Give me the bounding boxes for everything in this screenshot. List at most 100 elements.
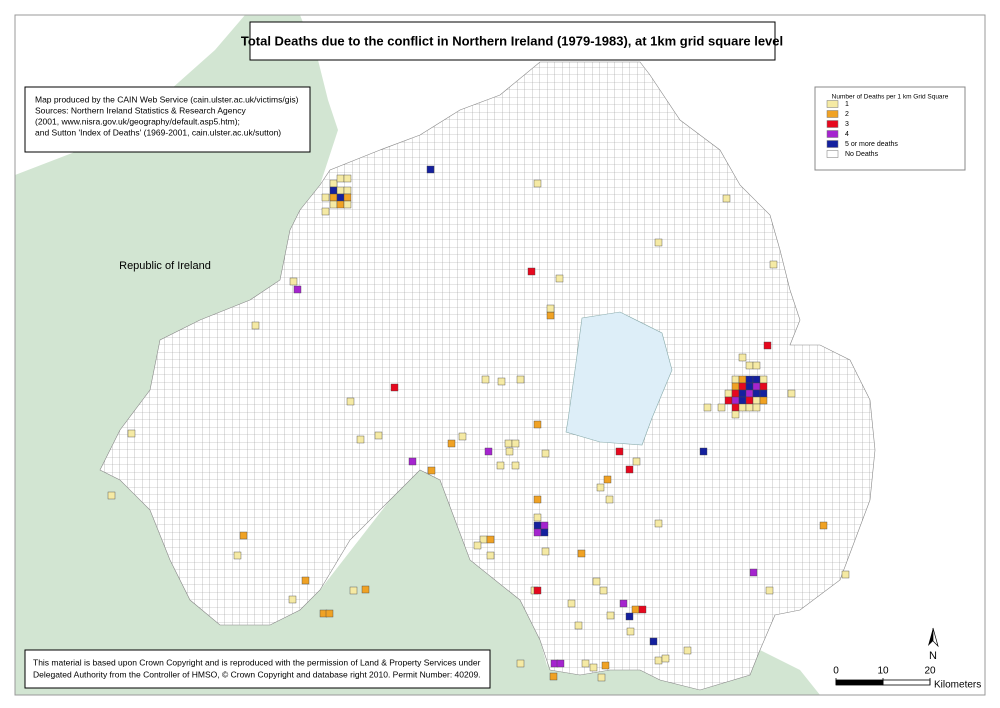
- death-square: [349, 586, 358, 595]
- death-square: [527, 267, 536, 276]
- death-square: [787, 389, 796, 398]
- death-square: [738, 403, 747, 412]
- death-square: [752, 389, 761, 398]
- death-square: [408, 457, 417, 466]
- death-square: [745, 382, 754, 391]
- info-line: Map produced by the CAIN Web Service (ca…: [35, 94, 299, 104]
- death-square: [343, 193, 352, 202]
- death-square: [841, 570, 850, 579]
- death-square: [625, 612, 634, 621]
- death-square: [631, 605, 640, 614]
- death-square: [473, 541, 482, 550]
- death-square: [541, 547, 550, 556]
- death-square: [592, 577, 601, 586]
- death-square: [486, 551, 495, 560]
- scale-tick-label: 10: [877, 666, 889, 677]
- death-square: [603, 475, 612, 484]
- info-line: (2001, www.nisra.gov.uk/geography/defaul…: [35, 116, 240, 126]
- legend-swatch: [826, 140, 839, 148]
- death-square: [549, 672, 558, 681]
- scale-unit: Kilometers: [934, 680, 981, 691]
- death-square: [390, 383, 399, 392]
- death-square: [533, 521, 542, 530]
- death-square: [763, 341, 772, 350]
- death-square: [336, 174, 345, 183]
- death-square: [738, 389, 747, 398]
- death-square: [301, 576, 310, 585]
- death-square: [752, 396, 761, 405]
- death-square: [625, 465, 634, 474]
- death-square: [567, 599, 576, 608]
- death-square: [752, 375, 761, 384]
- death-square: [251, 321, 260, 330]
- death-square: [581, 659, 590, 668]
- death-square: [731, 375, 740, 384]
- death-square: [343, 186, 352, 195]
- death-square: [769, 260, 778, 269]
- legend-label: 4: [845, 131, 849, 138]
- death-square: [819, 521, 828, 530]
- death-square: [541, 449, 550, 458]
- death-square: [731, 396, 740, 405]
- death-square: [293, 285, 302, 294]
- death-square: [745, 389, 754, 398]
- death-square: [589, 663, 598, 672]
- death-square: [336, 200, 345, 209]
- death-square: [511, 439, 520, 448]
- legend-swatch: [826, 120, 839, 128]
- death-square: [724, 396, 733, 405]
- death-square: [533, 420, 542, 429]
- map-frame: [14, 14, 986, 696]
- death-square: [321, 207, 330, 216]
- scale-segment: [882, 679, 931, 686]
- death-square: [745, 361, 754, 370]
- legend-swatch: [826, 130, 839, 138]
- death-square: [533, 513, 542, 522]
- death-square: [233, 551, 242, 560]
- death-square: [504, 439, 513, 448]
- death-square: [722, 194, 731, 203]
- death-square: [724, 389, 733, 398]
- death-square: [336, 193, 345, 202]
- scale-tick-label: 20: [924, 666, 936, 677]
- death-square: [540, 528, 549, 537]
- death-square: [361, 585, 370, 594]
- death-square: [336, 186, 345, 195]
- death-square: [615, 447, 624, 456]
- death-square: [745, 396, 754, 405]
- info-line: and Sutton 'Index of Deaths' (1969-2001,…: [35, 127, 281, 137]
- death-square: [427, 466, 436, 475]
- legend-label: No Deaths: [845, 151, 879, 158]
- death-square: [329, 179, 338, 188]
- legend-swatch: [826, 100, 839, 108]
- death-square: [752, 361, 761, 370]
- death-square: [426, 165, 435, 174]
- copyright-line: This material is based upon Crown Copyri…: [33, 657, 481, 667]
- title: Total Deaths due to the conflict in Nort…: [241, 33, 783, 48]
- legend-label: 1: [845, 101, 849, 108]
- death-square: [738, 396, 747, 405]
- death-square: [731, 410, 740, 419]
- death-square: [759, 382, 768, 391]
- death-square: [759, 375, 768, 384]
- death-square: [759, 396, 768, 405]
- legend-label: 2: [845, 111, 849, 118]
- death-square: [632, 457, 641, 466]
- death-square: [288, 595, 297, 604]
- death-square: [540, 521, 549, 530]
- death-square: [239, 531, 248, 540]
- death-square: [654, 238, 663, 247]
- death-square: [738, 382, 747, 391]
- info-text: Map produced by the CAIN Web Service (ca…: [35, 94, 299, 137]
- death-square: [556, 659, 565, 668]
- legend-box: [814, 86, 966, 171]
- death-square: [606, 611, 615, 620]
- copyright-line: Delegated Authority from the Controller …: [33, 669, 481, 679]
- legend-swatch: [826, 110, 839, 118]
- death-square: [511, 461, 520, 470]
- death-square: [533, 528, 542, 537]
- death-square: [343, 174, 352, 183]
- death-square: [505, 447, 514, 456]
- north-label: N: [929, 650, 937, 662]
- death-square: [601, 661, 610, 670]
